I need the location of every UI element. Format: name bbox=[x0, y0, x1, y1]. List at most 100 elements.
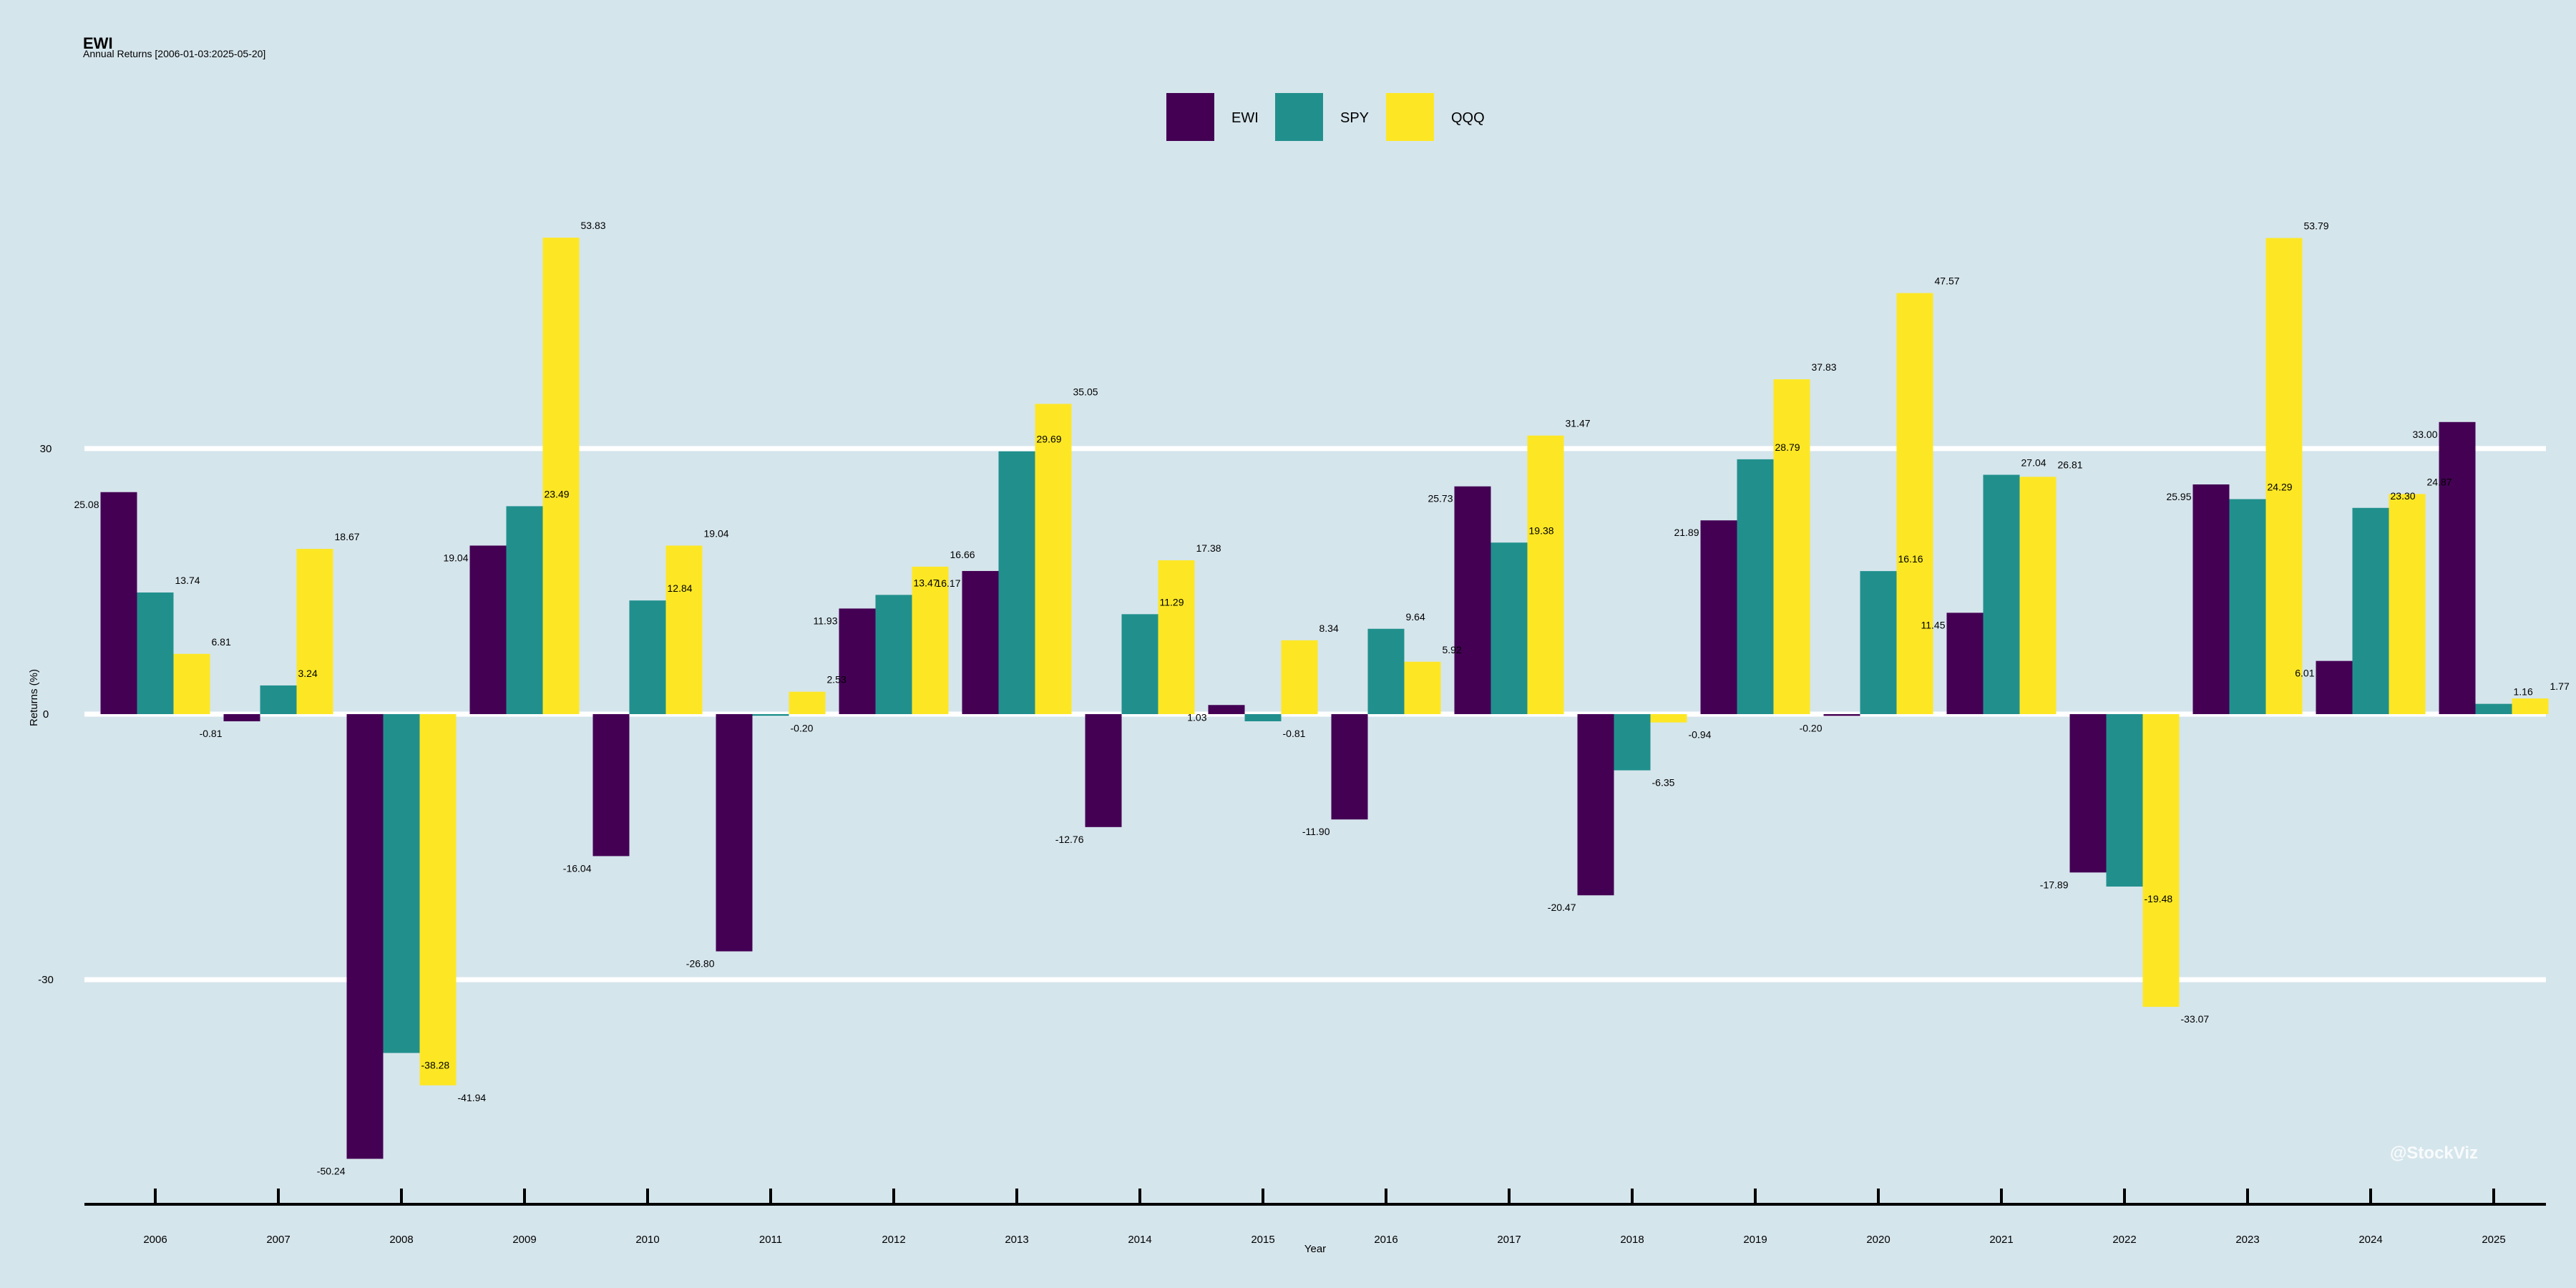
label-qqq-2023: 53.79 bbox=[2304, 220, 2329, 232]
bar-qqq-2009 bbox=[542, 238, 580, 714]
chart-title: EWI bbox=[83, 34, 113, 52]
label-qqq-2010: 19.04 bbox=[704, 527, 729, 539]
watermark: @StockViz bbox=[2390, 1143, 2478, 1163]
label-spy-2013: 29.69 bbox=[1037, 434, 1062, 445]
label-ewi-2013: 16.17 bbox=[935, 577, 960, 589]
data-labels: 25.08 13.74 6.81 -0.81 3.24 18.67 -50.24 -38.28… bbox=[74, 220, 2570, 1176]
label-qqq-2015: 8.34 bbox=[1319, 623, 1339, 634]
label-qqq-2022: -33.07 bbox=[2181, 1013, 2210, 1025]
x-tick-label-2020: 2020 bbox=[1866, 1234, 1890, 1246]
bar-ewi-2020 bbox=[1823, 714, 1860, 716]
x-tick-label-2015: 2015 bbox=[1251, 1234, 1274, 1246]
label-qqq-2019: 37.83 bbox=[1812, 361, 1837, 373]
bar-qqq-2016 bbox=[1404, 661, 1441, 714]
bar-spy-2014 bbox=[1121, 614, 1158, 714]
x-tick-label-2007: 2007 bbox=[266, 1234, 290, 1246]
label-ewi-2010: -16.04 bbox=[563, 862, 592, 874]
bar-spy-2019 bbox=[1737, 459, 1774, 714]
label-ewi-2014: -12.76 bbox=[1055, 834, 1084, 845]
bar-spy-2024 bbox=[2352, 507, 2389, 714]
bar-qqq-2023 bbox=[2265, 238, 2303, 715]
label-spy-2020: 16.16 bbox=[1898, 553, 1923, 565]
x-tick-label-2011: 2011 bbox=[759, 1234, 782, 1246]
label-ewi-2015: 1.03 bbox=[1187, 711, 1206, 723]
x-tick-label-2013: 2013 bbox=[1005, 1234, 1028, 1246]
x-tick-label-2021: 2021 bbox=[1989, 1234, 2013, 1246]
bar-qqq-2017 bbox=[1527, 435, 1564, 714]
bars bbox=[100, 238, 2549, 1159]
bar-qqq-2013 bbox=[1035, 404, 1072, 714]
y-tick-label-0: -30 bbox=[38, 974, 54, 986]
x-axis: 2006 2007 2008 2009 2010 2011 2012 2013 2014 2015… bbox=[84, 1189, 2546, 1246]
label-spy-2012: 13.47 bbox=[914, 577, 939, 588]
label-spy-2014: 11.29 bbox=[1160, 596, 1184, 608]
bar-qqq-2020 bbox=[1896, 293, 1933, 715]
x-tick-label-2025: 2025 bbox=[2482, 1234, 2505, 1246]
label-qqq-2008: -41.94 bbox=[458, 1092, 487, 1103]
y-tick-label-1: 0 bbox=[43, 708, 49, 721]
bar-ewi-2024 bbox=[2316, 660, 2353, 714]
bar-spy-2013 bbox=[998, 451, 1035, 714]
label-qqq-2017: 31.47 bbox=[1566, 418, 1591, 429]
x-tick-label-2012: 2012 bbox=[882, 1234, 905, 1246]
bar-ewi-2010 bbox=[592, 714, 630, 857]
label-ewi-2018: -20.47 bbox=[1548, 902, 1576, 913]
x-tick-label-2016: 2016 bbox=[1374, 1234, 1397, 1246]
x-tick-label-2010: 2010 bbox=[635, 1234, 659, 1246]
bar-ewi-2012 bbox=[839, 608, 876, 714]
x-tick-label-2022: 2022 bbox=[2112, 1234, 2136, 1246]
bar-ewi-2014 bbox=[1085, 714, 1122, 827]
x-axis-title: Year bbox=[1304, 1243, 1326, 1255]
bar-qqq-2006 bbox=[173, 653, 210, 714]
legend-swatch-ewi bbox=[1166, 93, 1214, 141]
bar-ewi-2019 bbox=[1700, 520, 1737, 714]
label-ewi-2016: -11.90 bbox=[1302, 826, 1330, 837]
legend-label-qqq: QQQ bbox=[1451, 110, 1485, 126]
bar-ewi-2023 bbox=[2192, 484, 2230, 714]
bar-ewi-2008 bbox=[346, 714, 384, 1159]
label-qqq-2012: 16.66 bbox=[950, 549, 975, 560]
bar-ewi-2006 bbox=[100, 492, 137, 714]
label-qqq-2018: -0.94 bbox=[1689, 729, 1712, 741]
label-qqq-2014: 17.38 bbox=[1196, 542, 1221, 554]
label-ewi-2012: 11.93 bbox=[814, 615, 838, 626]
bar-qqq-2024 bbox=[2389, 494, 2426, 714]
label-spy-2019: 28.79 bbox=[1775, 441, 1800, 453]
bar-spy-2010 bbox=[629, 600, 666, 714]
bar-spy-2011 bbox=[752, 714, 789, 716]
label-spy-2018: -6.35 bbox=[1652, 777, 1675, 789]
bar-spy-2017 bbox=[1491, 542, 1528, 714]
label-qqq-2025: 1.77 bbox=[2550, 680, 2570, 692]
label-spy-2010: 12.84 bbox=[668, 582, 693, 594]
label-spy-2023: 24.29 bbox=[2268, 482, 2293, 493]
bar-spy-2008 bbox=[383, 714, 420, 1053]
legend: EWI SPY QQQ bbox=[1166, 93, 1485, 141]
bar-ewi-2016 bbox=[1331, 714, 1368, 820]
bar-qqq-2022 bbox=[2142, 714, 2180, 1008]
y-tick-label-2: 30 bbox=[40, 443, 52, 455]
label-ewi-2007: -0.81 bbox=[200, 728, 223, 739]
x-tick-label-2006: 2006 bbox=[143, 1234, 167, 1246]
legend-swatch-qqq bbox=[1386, 93, 1434, 141]
bar-spy-2007 bbox=[260, 685, 297, 714]
x-tick-label-2023: 2023 bbox=[2235, 1234, 2259, 1246]
bar-qqq-2021 bbox=[2019, 477, 2057, 714]
x-tick-label-2017: 2017 bbox=[1497, 1234, 1521, 1246]
bar-ewi-2018 bbox=[1577, 714, 1614, 896]
x-tick-label-2019: 2019 bbox=[1743, 1234, 1767, 1246]
label-qqq-2013: 35.05 bbox=[1073, 386, 1098, 397]
bar-spy-2009 bbox=[506, 506, 543, 714]
label-spy-2024: 23.30 bbox=[2391, 490, 2416, 502]
label-ewi-2011: -26.80 bbox=[686, 958, 715, 970]
label-ewi-2025: 33.00 bbox=[2412, 429, 2437, 440]
x-tick-label-2018: 2018 bbox=[1620, 1234, 1644, 1246]
bar-spy-2020 bbox=[1860, 571, 1897, 714]
x-tick-label-2014: 2014 bbox=[1128, 1234, 1151, 1246]
bar-qqq-2019 bbox=[1773, 379, 1810, 714]
label-ewi-2022: -17.89 bbox=[2040, 879, 2069, 890]
chart-subtitle: Annual Returns [2006-01-03:2025-05-20] bbox=[83, 48, 265, 59]
label-qqq-2009: 53.83 bbox=[581, 220, 606, 231]
bar-spy-2022 bbox=[2106, 714, 2143, 887]
label-ewi-2023: 25.95 bbox=[2166, 491, 2191, 502]
bar-spy-2006 bbox=[137, 592, 174, 714]
